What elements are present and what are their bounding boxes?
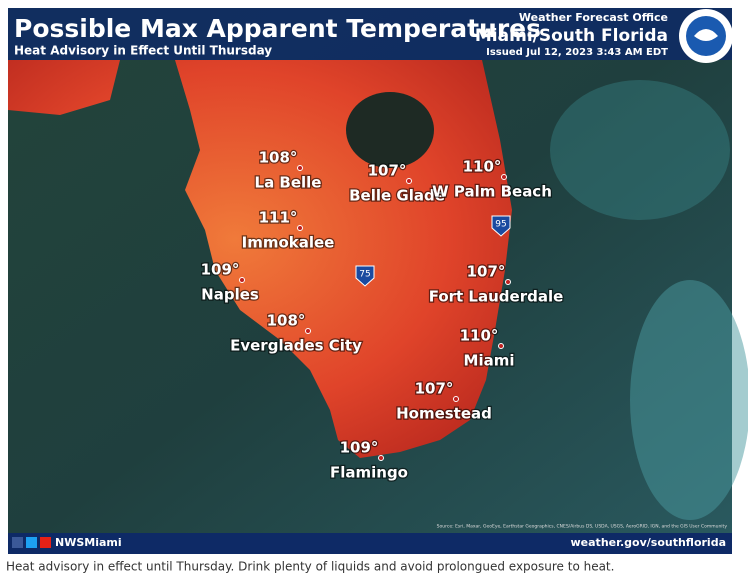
nws-logo	[679, 9, 733, 63]
city-dot	[305, 328, 311, 334]
city-dot	[498, 343, 504, 349]
highway-95: 95	[491, 215, 511, 237]
city-labels: 108° La Belle 107° Belle Glade 110° W Palm Be…	[199, 147, 564, 483]
city-name: Everglades City	[230, 337, 362, 355]
temperature: 108°	[267, 312, 306, 330]
temperature: 107°	[415, 380, 454, 398]
temperature: 109°	[340, 439, 379, 457]
temperature: 107°	[467, 263, 506, 281]
city-name: La Belle	[255, 174, 322, 192]
city-dot	[501, 174, 507, 180]
city-dot	[297, 165, 303, 171]
city-name: Immokalee	[242, 234, 335, 252]
temperature: 108°	[259, 149, 298, 167]
temperature: 107°	[368, 162, 407, 180]
header-band	[8, 8, 732, 60]
website: weather.gov/southflorida	[571, 536, 726, 549]
footer-band	[8, 533, 732, 554]
city-dot	[297, 225, 303, 231]
city-dot	[406, 178, 412, 184]
temperature: 109°	[201, 261, 240, 279]
shield	[491, 215, 511, 237]
city-name: Homestead	[396, 405, 492, 423]
caption: Heat advisory in effect until Thursday. …	[6, 560, 614, 574]
city-name: W Palm Beach	[432, 183, 552, 201]
bahamas-bank	[550, 80, 730, 220]
issued: Issued Jul 12, 2023 3:43 AM EDT	[486, 47, 668, 58]
temperature: 111°	[259, 209, 298, 227]
city-name: Naples	[201, 286, 259, 304]
city-name: Belle Glade	[349, 187, 445, 205]
office: Weather Forecast Office	[519, 11, 668, 24]
highway-label: 95	[495, 220, 506, 230]
city-name: Flamingo	[330, 464, 408, 482]
city-name: Fort Lauderdale	[429, 288, 564, 306]
lake-okeechobee	[346, 92, 434, 168]
youtube-icon[interactable]	[40, 537, 51, 548]
credits: Source: Esri, Maxar, GeoEye, Earthstar G…	[437, 524, 728, 530]
highway-label: 75	[359, 270, 370, 280]
twitter-icon[interactable]	[26, 537, 37, 548]
bahamas-bank	[630, 280, 748, 520]
facebook-icon[interactable]	[12, 537, 23, 548]
temperature: 110°	[460, 327, 499, 345]
temperature: 110°	[463, 158, 502, 176]
region: Miami/South Florida	[475, 26, 668, 46]
logo-mark	[694, 29, 718, 41]
city-dot	[378, 455, 384, 461]
city-dot	[505, 279, 511, 285]
city-name: Miami	[464, 352, 515, 370]
shield	[355, 265, 375, 287]
city-dot	[453, 396, 459, 402]
highway-75: 75	[355, 265, 375, 287]
subtitle: Heat Advisory in Effect Until Thursday	[14, 44, 272, 58]
social-handle: NWSMiami	[55, 536, 122, 549]
city-dot	[239, 277, 245, 283]
title: Possible Max Apparent Temperatures	[14, 14, 541, 43]
